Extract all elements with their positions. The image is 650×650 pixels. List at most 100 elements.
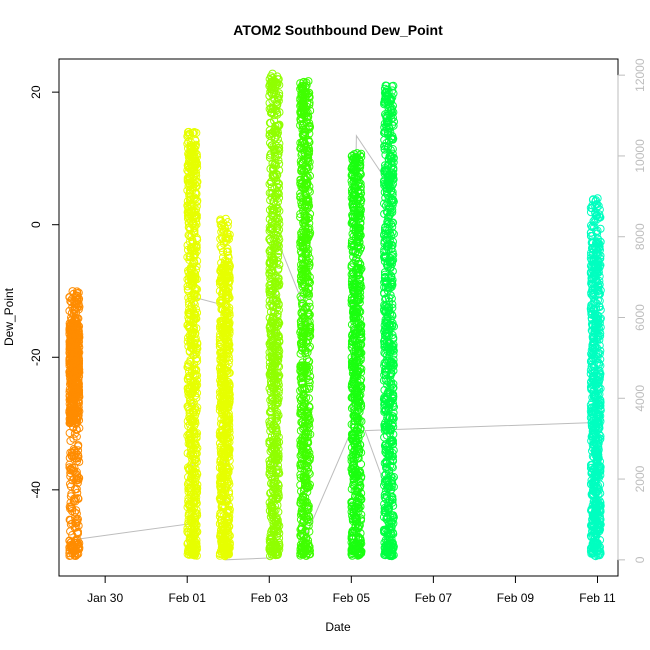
data-point bbox=[217, 320, 226, 330]
data-point bbox=[217, 299, 226, 308]
data-point bbox=[384, 499, 393, 508]
data-point bbox=[298, 158, 307, 167]
data-point bbox=[188, 183, 197, 192]
data-point bbox=[267, 347, 276, 356]
data-point bbox=[299, 197, 308, 206]
data-point bbox=[272, 529, 282, 538]
data-point bbox=[389, 81, 398, 90]
data-point bbox=[386, 545, 396, 554]
data-point bbox=[304, 367, 313, 376]
data-point bbox=[355, 397, 364, 406]
data-point bbox=[384, 451, 393, 461]
data-point bbox=[218, 265, 227, 274]
data-point bbox=[190, 455, 199, 464]
data-point bbox=[192, 493, 201, 502]
data-point bbox=[268, 96, 277, 105]
data-point bbox=[386, 95, 396, 104]
data-point bbox=[224, 338, 233, 347]
data-point bbox=[274, 465, 283, 474]
data-point bbox=[298, 314, 307, 323]
data-point bbox=[300, 218, 309, 227]
data-point bbox=[347, 277, 357, 286]
data-point bbox=[270, 95, 279, 104]
data-point bbox=[222, 546, 231, 555]
data-point bbox=[385, 306, 394, 315]
data-point bbox=[221, 380, 230, 389]
data-point bbox=[385, 400, 394, 409]
data-point bbox=[190, 290, 199, 299]
data-point bbox=[350, 387, 359, 396]
data-point bbox=[190, 128, 199, 137]
data-point bbox=[349, 541, 358, 550]
data-point bbox=[297, 109, 306, 118]
data-point bbox=[267, 224, 276, 233]
data-point bbox=[273, 519, 282, 528]
data-point bbox=[222, 411, 231, 420]
data-point bbox=[388, 208, 397, 217]
data-point bbox=[185, 406, 194, 415]
data-point bbox=[380, 526, 389, 535]
data-point bbox=[225, 262, 234, 271]
data-point bbox=[381, 375, 390, 384]
data-point bbox=[353, 386, 362, 396]
data-point bbox=[191, 158, 200, 167]
data-point bbox=[353, 491, 362, 500]
data-point bbox=[389, 379, 398, 388]
data-point bbox=[382, 316, 391, 326]
data-point bbox=[268, 352, 277, 361]
data-point bbox=[73, 446, 83, 455]
data-point bbox=[72, 518, 82, 527]
data-point bbox=[73, 527, 83, 537]
data-point bbox=[382, 459, 391, 468]
data-point bbox=[305, 119, 314, 128]
data-point bbox=[305, 415, 314, 424]
data-point bbox=[225, 508, 234, 517]
data-point bbox=[387, 105, 396, 115]
data-point bbox=[388, 412, 398, 421]
data-point bbox=[354, 507, 363, 516]
data-point bbox=[221, 293, 230, 302]
data-point bbox=[354, 449, 363, 458]
data-point bbox=[190, 483, 199, 492]
data-point bbox=[191, 205, 201, 214]
data-point bbox=[347, 498, 356, 507]
data-point bbox=[380, 145, 389, 154]
data-point bbox=[275, 337, 284, 346]
data-point bbox=[192, 457, 201, 467]
data-point bbox=[74, 382, 84, 391]
data-point bbox=[354, 181, 363, 190]
data-point bbox=[223, 221, 232, 230]
data-point bbox=[72, 509, 81, 518]
data-point bbox=[350, 362, 359, 371]
data-point bbox=[380, 420, 389, 430]
data-point bbox=[300, 407, 309, 416]
data-point bbox=[298, 444, 308, 453]
profile-8 bbox=[586, 194, 605, 561]
data-point bbox=[74, 494, 83, 503]
data-point bbox=[386, 127, 395, 137]
data-point bbox=[220, 224, 230, 233]
data-point bbox=[352, 528, 361, 537]
data-point bbox=[304, 153, 313, 162]
data-point bbox=[351, 233, 360, 242]
data-point bbox=[382, 476, 391, 485]
data-point bbox=[389, 117, 398, 126]
data-point bbox=[388, 439, 398, 448]
data-point bbox=[72, 485, 81, 494]
data-point bbox=[266, 512, 275, 521]
data-point bbox=[190, 380, 199, 390]
data-point bbox=[387, 535, 396, 544]
data-point bbox=[271, 288, 280, 297]
data-point bbox=[348, 172, 357, 181]
data-point bbox=[297, 141, 306, 150]
data-point bbox=[224, 418, 233, 427]
data-point bbox=[357, 472, 366, 481]
data-point bbox=[268, 413, 277, 422]
data-point bbox=[265, 264, 274, 274]
data-point bbox=[303, 99, 312, 108]
data-point bbox=[351, 154, 360, 163]
data-point bbox=[267, 501, 276, 510]
data-point bbox=[70, 446, 79, 455]
data-point bbox=[300, 423, 309, 432]
profile-3 bbox=[215, 214, 234, 561]
